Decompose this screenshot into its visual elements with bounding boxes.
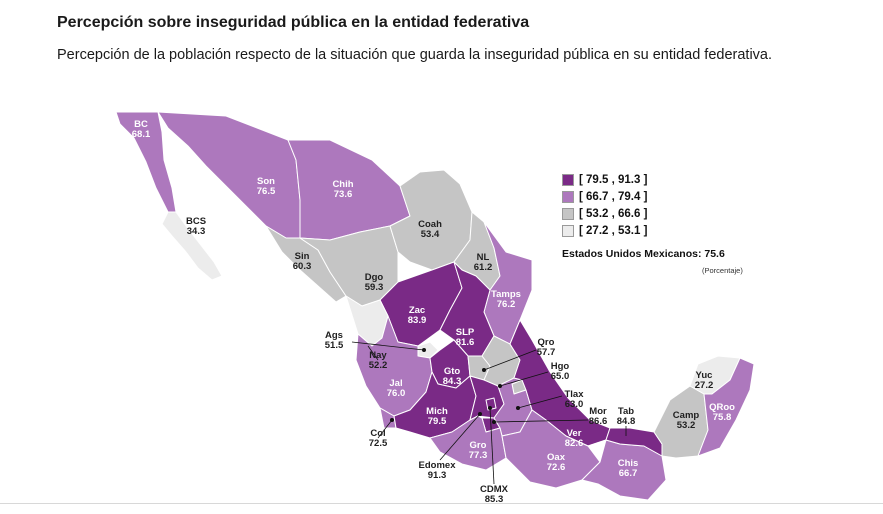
- state-label-nay: Nay 52.2: [369, 350, 388, 371]
- state-shape-oax: [501, 409, 601, 489]
- leader-dot-edomex: [478, 412, 482, 416]
- legend-item: [ 66.7 , 79.4 ]: [562, 189, 772, 205]
- state-label-yuc: Yuc 27.2: [695, 370, 714, 391]
- leader-dot-tlax: [516, 406, 520, 410]
- state-label-bcs: BCS 34.3: [186, 216, 206, 237]
- state-label-dgo: Dgo 59.3: [365, 272, 384, 293]
- map-legend: [ 79.5 , 91.3 ] [ 66.7 , 79.4 ] [ 53.2 ,…: [562, 172, 772, 240]
- leader-line-hgo: [499, 371, 549, 387]
- leader-line-cdmx: [489, 407, 495, 485]
- page-title: Percepción sobre inseguridad pública en …: [57, 14, 530, 31]
- legend-item: [ 53.2 , 66.6 ]: [562, 206, 772, 222]
- state-label-tlax: Tlax 63.0: [564, 389, 584, 410]
- national-total: Estados Unidos Mexicanos: 75.6: [562, 248, 725, 260]
- leader-line-ags: [351, 341, 425, 351]
- legend-item: [ 79.5 , 91.3 ]: [562, 172, 772, 188]
- legend-label: [ 66.7 , 79.4 ]: [579, 191, 648, 203]
- legend-item: [ 27.2 , 53.1 ]: [562, 223, 772, 239]
- leader-dot-qro: [482, 368, 486, 372]
- leader-line-qro: [483, 349, 537, 371]
- legend-swatch: [562, 174, 574, 186]
- legend-swatch: [562, 191, 574, 203]
- state-shape-gro: [429, 415, 507, 471]
- state-label-chih: Chih 73.6: [332, 179, 353, 200]
- state-label-edomex: Edomex 91.3: [419, 460, 457, 481]
- leader-line-nay: [367, 345, 379, 361]
- state-label-nl: NL 61.2: [474, 252, 493, 273]
- leader-dot-col: [390, 418, 394, 422]
- state-label-camp: Camp 53.2: [673, 410, 700, 431]
- state-shape-qroo: [697, 357, 755, 457]
- legend-swatch: [562, 225, 574, 237]
- national-value: 75.6: [704, 248, 725, 260]
- state-shape-bcs: [161, 211, 223, 281]
- state-label-qro: Qro 57.7: [537, 337, 556, 358]
- state-label-son: Son 76.5: [257, 176, 276, 197]
- divider: [0, 503, 883, 504]
- leader-line-mor: [493, 419, 589, 423]
- legend-label: [ 53.2 , 66.6 ]: [579, 208, 648, 220]
- state-label-mor: Mor 86.6: [589, 406, 608, 427]
- state-label-jal: Jal 76.0: [387, 378, 406, 399]
- state-label-cdmx: CDMX 85.3: [480, 484, 509, 505]
- state-label-gto: Gto 84.3: [443, 366, 462, 387]
- state-label-coah: Coah 53.4: [418, 219, 442, 240]
- national-label: Estados Unidos Mexicanos:: [562, 248, 702, 260]
- legend-label: [ 79.5 , 91.3 ]: [579, 174, 648, 186]
- leader-line-col: [377, 419, 393, 439]
- leader-dot-hgo: [498, 384, 502, 388]
- state-label-oax: Oax 72.6: [547, 452, 566, 473]
- state-label-zac: Zac 83.9: [408, 305, 427, 326]
- state-label-mich: Mich 79.5: [426, 406, 448, 427]
- leader-dot-ags: [422, 348, 426, 352]
- state-label-hgo: Hgo 65.0: [551, 361, 570, 382]
- state-label-qroo: QRoo 75.8: [709, 402, 735, 423]
- state-label-tamps: Tamps 76.2: [491, 289, 521, 310]
- state-label-tab: Tab 84.8: [617, 406, 636, 427]
- page-subtitle: Percepción de la población respecto de l…: [57, 47, 773, 63]
- state-label-gro: Gro 77.3: [469, 440, 488, 461]
- state-label-chis: Chis 66.7: [618, 458, 639, 479]
- national-unit: (Porcentaje): [702, 266, 743, 275]
- leader-dot-mor: [492, 420, 496, 424]
- state-label-col: Col 72.5: [369, 428, 388, 449]
- state-label-slp: SLP 81.6: [456, 327, 475, 348]
- state-label-ver: Ver 82.6: [565, 428, 584, 449]
- state-label-bc: BC 68.1: [132, 119, 151, 140]
- legend-label: [ 27.2 , 53.1 ]: [579, 225, 648, 237]
- leader-line-edomex: [439, 413, 481, 461]
- state-label-sin: Sin 60.3: [293, 251, 312, 272]
- state-label-ags: Ags 51.5: [325, 330, 344, 351]
- legend-swatch: [562, 208, 574, 220]
- leader-line-tlax: [517, 395, 563, 409]
- leader-dot-cdmx: [488, 406, 492, 410]
